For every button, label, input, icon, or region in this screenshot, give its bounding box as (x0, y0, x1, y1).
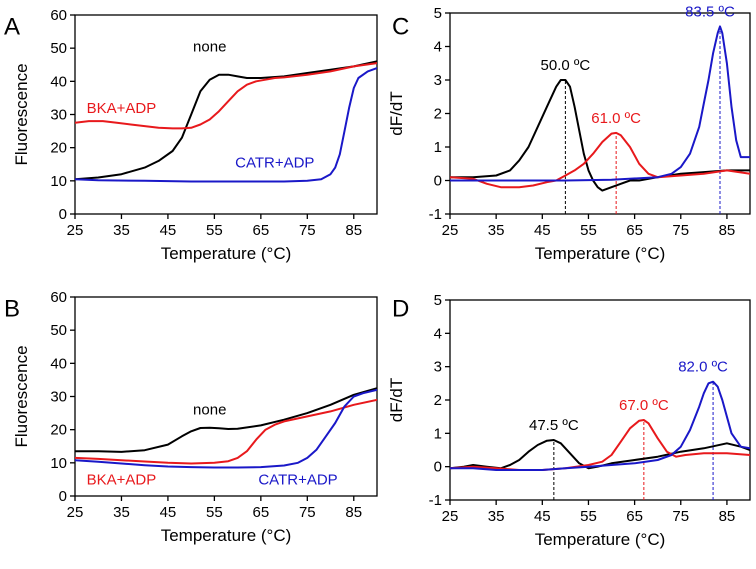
panel-b-ylabel: Fluorescence (12, 345, 31, 447)
panel-a-ytick-label: 50 (50, 40, 67, 57)
panel-d-letter: D (392, 295, 409, 322)
panel-b-ytick-label: 10 (50, 455, 67, 472)
panel-d-series-catr-adp (450, 380, 750, 471)
panel-b-letter: B (4, 295, 20, 322)
panel-b-xtick-label: 25 (67, 504, 84, 521)
panel-a-xtick-label: 85 (345, 222, 362, 239)
panel-d-ytick-label: 4 (434, 325, 442, 342)
panel-c-xtick-label: 45 (534, 222, 551, 239)
panel-d-peak-label: 82.0 ºC (678, 359, 728, 376)
panel-a-ytick-label: 30 (50, 107, 67, 124)
panel-c-series-none (450, 79, 750, 192)
panel-a-xlabel: Temperature (°C) (161, 244, 292, 263)
panel-b-xtick-label: 75 (299, 504, 316, 521)
panel-d-xtick-label: 55 (580, 508, 597, 525)
panel-c-ylabel: dF/dT (387, 91, 406, 135)
panel-c-ytick-label: -1 (429, 206, 442, 223)
panel-b-series-bka-adp (75, 398, 377, 465)
panel-b: B 25 35 45 55 65 75 85 0 10 20 30 40 50 60 Temperature … (4, 289, 378, 545)
panel-b-ytick-label: 20 (50, 422, 67, 439)
panel-d-ytick-label: 0 (434, 459, 442, 476)
panel-b-ytick-label: 50 (50, 322, 67, 339)
panel-c-xtick-label: 65 (626, 222, 643, 239)
panel-d-xtick-label: 85 (719, 508, 736, 525)
panel-b-ytick-label: 60 (50, 289, 67, 306)
panel-a-ytick-label: 10 (50, 173, 67, 190)
panel-a-series-label: CATR+ADP (235, 155, 314, 172)
panel-b-frame (74, 296, 378, 497)
panel-c-peak-label: 83.5 ºC (685, 3, 735, 20)
panel-c-xtick-label: 85 (719, 222, 736, 239)
panel-b-xtick-label: 55 (206, 504, 223, 521)
panel-d-xtick-label: 25 (442, 508, 459, 525)
panel-b-series-none (75, 387, 377, 453)
panel-b-xtick-label: 65 (253, 504, 270, 521)
panel-d-ytick-label: 2 (434, 392, 442, 409)
panel-c-ytick-label: 4 (434, 39, 442, 56)
panel-a-ylabel: Fluorescence (12, 63, 31, 165)
panel-d-xtick-label: 45 (534, 508, 551, 525)
panel-c-xtick-label: 55 (580, 222, 597, 239)
panel-c-ytick-label: 3 (434, 72, 442, 89)
panel-b-xtick-label: 45 (160, 504, 177, 521)
panel-a-series-label: none (193, 38, 226, 55)
panel-c-ytick-label: 0 (434, 173, 442, 190)
panel-d-peak-label: 67.0 ºC (619, 397, 669, 414)
panel-a-ytick-label: 60 (50, 7, 67, 24)
panel-d-ytick-label: -1 (429, 492, 442, 509)
panel-d-xlabel: Temperature (°C) (535, 530, 666, 549)
panel-a-xtick-label: 65 (253, 222, 270, 239)
panel-c-series-catr-adp (450, 25, 750, 182)
panel-b-series-label: CATR+ADP (258, 471, 337, 488)
panel-d-peak-label: 47.5 ºC (529, 417, 579, 434)
panel-b-series-catr-adp (75, 388, 377, 469)
panel-b-series-label: BKA+ADP (87, 471, 157, 488)
panel-b-xtick-label: 85 (345, 504, 362, 521)
panel-b-series-label: none (193, 402, 226, 419)
panel-a-series-bka-adp (75, 62, 377, 130)
panel-a-ytick-label: 40 (50, 73, 67, 90)
panel-a-xtick-label: 35 (113, 222, 130, 239)
panel-d-ytick-label: 5 (434, 292, 442, 309)
panel-c-ytick-label: 2 (434, 106, 442, 123)
panel-b-xtick-label: 35 (113, 504, 130, 521)
panel-b-xlabel: Temperature (°C) (161, 526, 292, 545)
panel-a-letter: A (4, 13, 20, 40)
panel-a-series-label: BKA+ADP (87, 100, 157, 117)
panel-c-peak-label: 61.0 ºC (591, 110, 641, 127)
panel-c-xtick-label: 75 (672, 222, 689, 239)
panel-a-xtick-label: 75 (299, 222, 316, 239)
panel-a-xtick-label: 55 (206, 222, 223, 239)
panel-c-xtick-label: 35 (488, 222, 505, 239)
panel-c-letter: C (392, 13, 409, 40)
panel-b-ytick-label: 30 (50, 389, 67, 406)
panel-c-ytick-label: 5 (434, 5, 442, 22)
panel-d-ytick-label: 1 (434, 425, 442, 442)
panel-b-ytick-label: 0 (59, 488, 67, 505)
panel-d-ylabel: dF/dT (387, 378, 406, 422)
panel-d-xtick-label: 65 (626, 508, 643, 525)
panel-c-xlabel: Temperature (°C) (535, 244, 666, 263)
panel-a-series-catr-adp (75, 67, 377, 183)
panel-a-ytick-label: 20 (50, 140, 67, 157)
panel-c-peak-label: 50.0 ºC (541, 57, 591, 74)
panel-a-series-none (75, 60, 377, 181)
panel-d-xtick-label: 75 (672, 508, 689, 525)
panel-a-xtick-label: 45 (160, 222, 177, 239)
panel-c-ytick-label: 1 (434, 139, 442, 156)
panel-b-ytick-label: 40 (50, 355, 67, 372)
panel-c-xtick-label: 25 (442, 222, 459, 239)
panel-d-series-bka-adp (450, 419, 750, 471)
panel-a-ytick-label: 0 (59, 206, 67, 223)
panel-d-ytick-label: 3 (434, 359, 442, 376)
panel-a-xtick-label: 25 (67, 222, 84, 239)
panel-a: A 25 35 45 55 65 75 85 0 10 20 30 40 50 60 Temperature … (4, 7, 378, 263)
panel-d-xtick-label: 35 (488, 508, 505, 525)
